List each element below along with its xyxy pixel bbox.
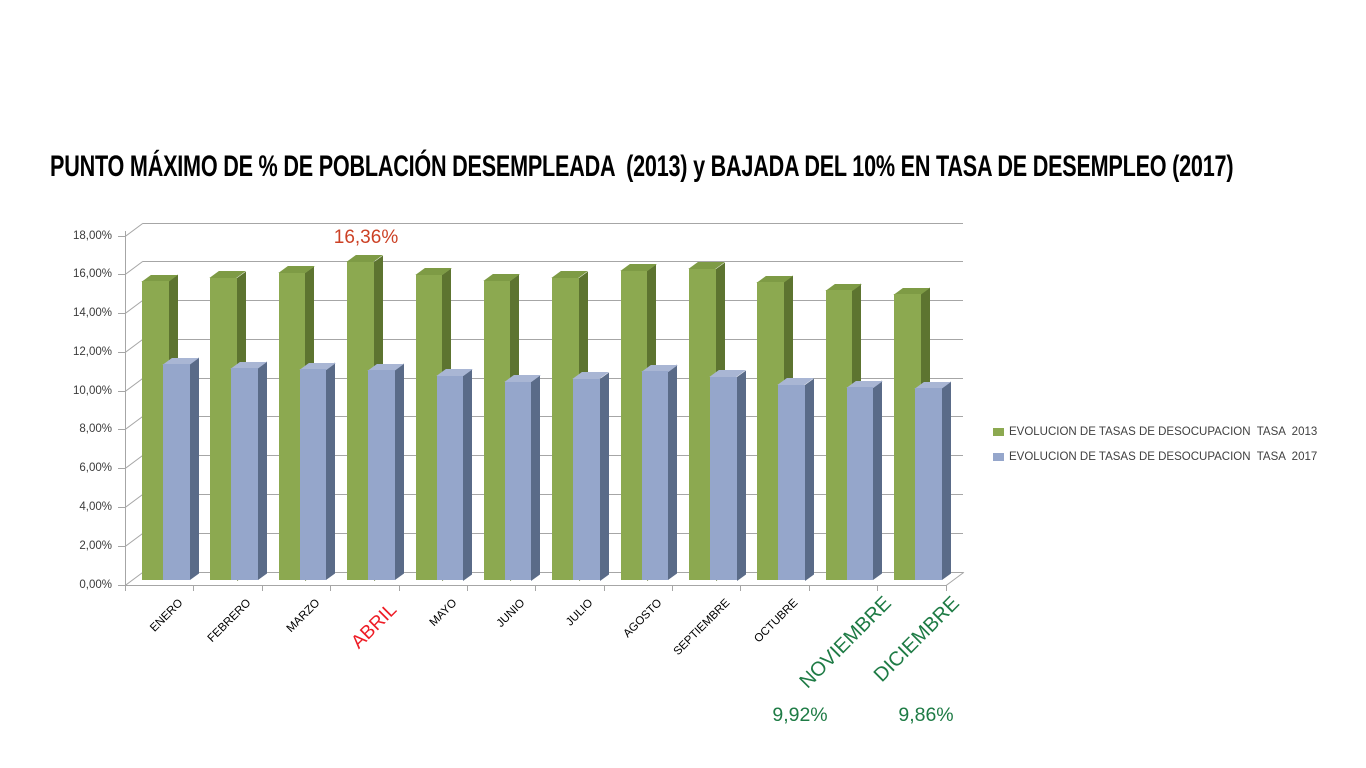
y-axis-label: 6,00% <box>79 462 112 475</box>
bar-side-2017 <box>326 362 336 581</box>
x-axis-tick <box>740 584 742 591</box>
category-label-julio: JULIO <box>564 597 596 629</box>
bar-2017-enero <box>163 364 190 581</box>
y-axis-label: 18,00% <box>72 229 112 242</box>
category-label-agosto: AGOSTO <box>620 597 665 641</box>
bar-side-2017 <box>941 381 951 581</box>
bar-2017-agosto <box>641 371 669 581</box>
y-axis-tick <box>118 468 125 470</box>
bar-2017-septiembre <box>710 376 737 581</box>
bar-side-2017 <box>668 364 678 581</box>
legend-label: EVOLUCION DE TASAS DE DESOCUPACION TASA … <box>1009 450 1318 463</box>
y-axis-label: 2,00% <box>79 539 112 552</box>
gridline-depth-connector <box>125 261 144 276</box>
annotation-noviembre: 9,92% <box>772 704 828 726</box>
y-axis-tick <box>118 429 125 431</box>
legend-swatch-icon <box>993 452 1004 461</box>
x-axis-tick <box>672 584 673 591</box>
x-axis-tick <box>193 584 195 591</box>
bar-side-2017 <box>599 372 609 581</box>
bar-2017-marzo <box>299 369 327 581</box>
y-axis-tick <box>118 235 125 237</box>
bar-2017-noviembre <box>846 387 874 581</box>
y-axis-tick <box>118 390 125 392</box>
y-axis-label: 8,00% <box>79 423 112 436</box>
category-label-febrero: FEBRERO <box>206 597 254 645</box>
back-wall-gridline <box>142 222 963 224</box>
bar-2017-febrero <box>231 368 258 581</box>
legend-item-2017: EVOLUCION DE TASAS DE DESOCUPACION TASA … <box>993 444 1317 469</box>
legend: EVOLUCION DE TASAS DE DESOCUPACION TASA … <box>993 419 1317 469</box>
bar-side-2017 <box>257 361 267 581</box>
y-axis-tick <box>118 545 125 547</box>
x-axis-tick <box>603 584 605 591</box>
bar-side-2017 <box>189 357 199 581</box>
annotation-diciembre: 9,86% <box>898 704 954 726</box>
y-axis-label: 0,00% <box>79 578 112 591</box>
chart-title: PUNTO MÁXIMO DE % DE POBLACIÓN DESEMPLEA… <box>50 150 1234 183</box>
category-label-enero: ENERO <box>148 597 186 635</box>
y-axis-line <box>125 231 126 586</box>
x-axis-tick <box>877 584 879 591</box>
bar-side-2017 <box>736 370 746 581</box>
x-axis-tick <box>125 584 126 591</box>
x-axis-tick <box>466 584 468 591</box>
gridline-depth-connector <box>125 377 144 392</box>
category-label-marzo: MARZO <box>284 597 323 635</box>
x-axis-tick <box>398 584 400 591</box>
y-axis-label: 10,00% <box>72 384 112 397</box>
gridline-depth-connector <box>125 493 144 508</box>
bar-2017-diciembre <box>915 388 942 581</box>
annotation-abril: 16,36% <box>333 227 399 248</box>
back-wall-gridline <box>142 261 963 263</box>
bar-side-2017 <box>531 375 541 581</box>
y-axis-label: 16,00% <box>72 268 112 281</box>
gridline-depth-connector <box>125 300 144 314</box>
category-label-septiembre: SEPTIEMBRE <box>671 597 733 658</box>
legend-label: EVOLUCION DE TASAS DE DESOCUPACION TASA … <box>1009 425 1318 438</box>
bar-2017-mayo <box>436 375 463 581</box>
y-axis-tick <box>118 584 125 586</box>
gridline-depth-connector <box>125 571 144 586</box>
y-axis-tick <box>118 274 125 276</box>
x-axis-tick <box>808 584 810 591</box>
y-axis-label: 14,00% <box>72 307 112 320</box>
gridline-depth-connector <box>125 338 144 353</box>
bar-side-2017 <box>804 378 814 581</box>
y-axis-tick <box>118 313 125 315</box>
x-axis-tick <box>945 584 947 591</box>
legend-swatch-icon <box>993 427 1004 436</box>
legend-item-2013: EVOLUCION DE TASAS DE DESOCUPACION TASA … <box>993 419 1317 444</box>
x-axis-tick <box>261 584 263 591</box>
gridline-depth-connector <box>125 532 144 547</box>
bar-2017-abril <box>368 370 395 581</box>
y-axis-label: 12,00% <box>72 345 112 358</box>
y-axis-tick <box>118 506 125 508</box>
bar-side-2017 <box>463 369 472 581</box>
y-axis-tick <box>118 351 125 353</box>
gridline-depth-connector <box>125 416 144 431</box>
y-axis-label: 4,00% <box>79 500 112 513</box>
bar-side-2017 <box>394 363 404 581</box>
bar-side-2017 <box>873 380 883 581</box>
bar-2017-julio <box>573 378 600 581</box>
category-label-octubre: OCTUBRE <box>752 597 801 646</box>
bar-2017-octubre <box>778 384 805 581</box>
x-axis-tick <box>535 584 537 591</box>
gridline-depth-connector <box>125 455 144 470</box>
x-axis-tick <box>330 584 332 591</box>
gridline-depth-connector <box>125 222 144 237</box>
bar-2017-junio <box>504 381 532 581</box>
